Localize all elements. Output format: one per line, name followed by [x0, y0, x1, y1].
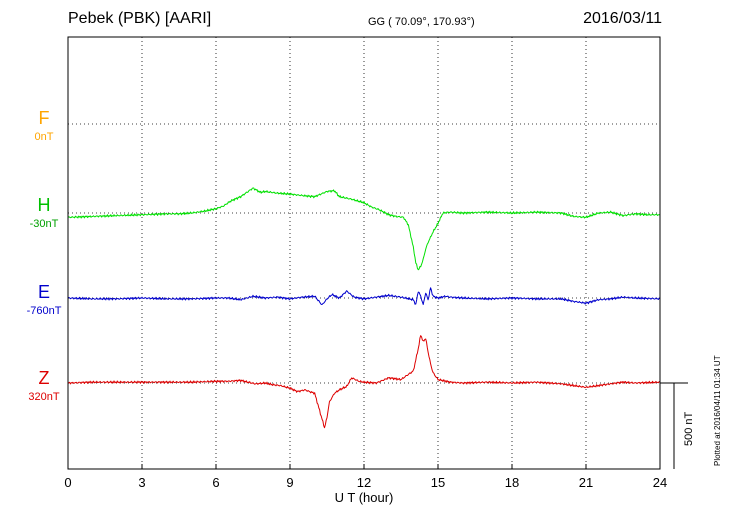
baseline-f: 0nT: [34, 131, 54, 143]
label-f: F: [38, 108, 50, 128]
label-e: E: [37, 282, 50, 302]
scale-bar: 500 nT: [660, 382, 695, 469]
station-title: Pebek (PBK) [AARI]: [68, 10, 212, 27]
baseline-h: -30nT: [29, 218, 59, 230]
x-tick-label: 12: [357, 475, 371, 490]
x-tick-label: 24: [653, 475, 667, 490]
x-axis-label: U T (hour): [335, 490, 394, 505]
x-tick-label: 9: [286, 475, 293, 490]
date-label: 2016/03/11: [583, 10, 662, 27]
x-tick-label: 0: [64, 475, 71, 490]
series-z-line: [67, 335, 661, 429]
label-z: Z: [38, 368, 50, 388]
x-tick-label: 3: [138, 475, 145, 490]
label-h: H: [37, 195, 51, 215]
x-tick-label: 21: [579, 475, 593, 490]
x-axis-ticks: 0 3 6 9 12 15 18 21 24: [64, 464, 667, 490]
baseline-z: 320nT: [28, 391, 60, 403]
x-tick-label: 18: [505, 475, 519, 490]
x-tick-label: 6: [212, 475, 219, 490]
grid: [68, 37, 660, 469]
series-h-line: [67, 187, 660, 271]
x-tick-label: 15: [431, 475, 445, 490]
coordinates: GG ( 70.09°, 170.93°): [368, 16, 475, 28]
baseline-e: -760nT: [26, 305, 62, 317]
series-e-line: [67, 287, 661, 305]
series-group: [67, 187, 661, 429]
scale-bar-label: 500 nT: [683, 411, 695, 446]
